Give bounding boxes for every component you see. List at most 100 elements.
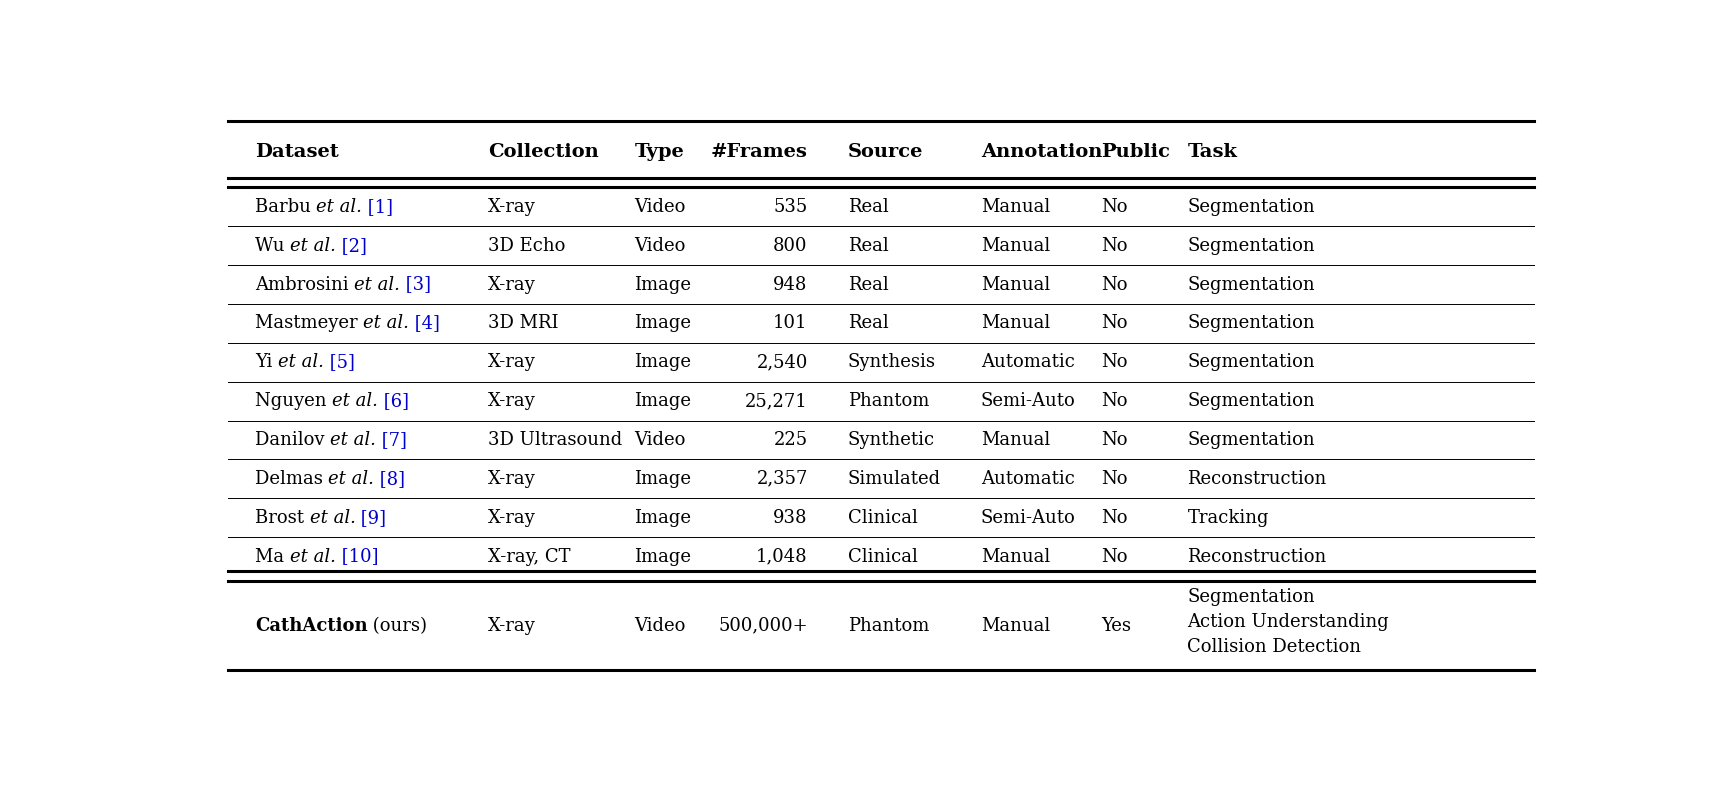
Text: X-ray: X-ray	[488, 198, 536, 215]
Text: No: No	[1100, 353, 1128, 371]
Text: Wu: Wu	[254, 236, 291, 255]
Text: Automatic: Automatic	[982, 470, 1074, 488]
Text: 2,357: 2,357	[756, 470, 808, 488]
Text: X-ray: X-ray	[488, 509, 536, 527]
Text: Mastmeyer: Mastmeyer	[254, 315, 363, 332]
Text: Manual: Manual	[982, 315, 1050, 332]
Text: Image: Image	[634, 470, 691, 488]
Text: Type: Type	[634, 143, 684, 161]
Text: Semi-Auto: Semi-Auto	[982, 392, 1076, 410]
Text: [2]: [2]	[335, 236, 366, 255]
Text: Phantom: Phantom	[847, 617, 928, 634]
Text: Manual: Manual	[982, 548, 1050, 566]
Text: 3D Ultrasound: 3D Ultrasound	[488, 431, 622, 449]
Text: Image: Image	[634, 276, 691, 293]
Text: 500,000+: 500,000+	[719, 617, 808, 634]
Text: Image: Image	[634, 509, 691, 527]
Text: Source: Source	[847, 143, 923, 161]
Text: [3]: [3]	[401, 276, 431, 293]
Text: Clinical: Clinical	[847, 548, 918, 566]
Text: 101: 101	[774, 315, 808, 332]
Text: No: No	[1100, 548, 1128, 566]
Text: No: No	[1100, 198, 1128, 215]
Text: Dataset: Dataset	[254, 143, 339, 161]
Text: Video: Video	[634, 617, 686, 634]
Text: Real: Real	[847, 236, 889, 255]
Text: 3D MRI: 3D MRI	[488, 315, 559, 332]
Text: et al.: et al.	[332, 392, 378, 410]
Text: [6]: [6]	[378, 392, 409, 410]
Text: No: No	[1100, 431, 1128, 449]
Text: 938: 938	[774, 509, 808, 527]
Text: X-ray: X-ray	[488, 617, 536, 634]
Text: Barbu: Barbu	[254, 198, 316, 215]
Text: Semi-Auto: Semi-Auto	[982, 509, 1076, 527]
Text: Danilov: Danilov	[254, 431, 330, 449]
Text: No: No	[1100, 509, 1128, 527]
Text: Delmas: Delmas	[254, 470, 328, 488]
Text: Segmentation: Segmentation	[1188, 431, 1315, 449]
Text: Reconstruction: Reconstruction	[1188, 470, 1327, 488]
Text: Task: Task	[1188, 143, 1238, 161]
Text: Simulated: Simulated	[847, 470, 940, 488]
Text: No: No	[1100, 276, 1128, 293]
Text: Ambrosini: Ambrosini	[254, 276, 354, 293]
Text: No: No	[1100, 392, 1128, 410]
Text: Real: Real	[847, 198, 889, 215]
Text: 3D Echo: 3D Echo	[488, 236, 566, 255]
Text: No: No	[1100, 236, 1128, 255]
Text: et al.: et al.	[330, 431, 376, 449]
Text: Manual: Manual	[982, 617, 1050, 634]
Text: [5]: [5]	[323, 353, 354, 371]
Text: X-ray: X-ray	[488, 470, 536, 488]
Text: Reconstruction: Reconstruction	[1188, 548, 1327, 566]
Text: [1]: [1]	[363, 198, 394, 215]
Text: Video: Video	[634, 236, 686, 255]
Text: Clinical: Clinical	[847, 509, 918, 527]
Text: X-ray: X-ray	[488, 276, 536, 293]
Text: Yi: Yi	[254, 353, 278, 371]
Text: (ours): (ours)	[368, 617, 428, 634]
Text: CathAction: CathAction	[254, 617, 368, 634]
Text: No: No	[1100, 315, 1128, 332]
Text: Synthesis: Synthesis	[847, 353, 935, 371]
Text: Action Understanding: Action Understanding	[1188, 613, 1389, 631]
Text: [8]: [8]	[375, 470, 406, 488]
Text: X-ray: X-ray	[488, 353, 536, 371]
Text: [7]: [7]	[376, 431, 407, 449]
Text: [4]: [4]	[409, 315, 440, 332]
Text: et al.: et al.	[278, 353, 323, 371]
Text: et al.: et al.	[291, 236, 335, 255]
Text: Manual: Manual	[982, 276, 1050, 293]
Text: X-ray: X-ray	[488, 392, 536, 410]
Text: Segmentation: Segmentation	[1188, 315, 1315, 332]
Text: [10]: [10]	[335, 548, 378, 566]
Text: Image: Image	[634, 392, 691, 410]
Text: Video: Video	[634, 198, 686, 215]
Text: Tracking: Tracking	[1188, 509, 1269, 527]
Text: Synthetic: Synthetic	[847, 431, 935, 449]
Text: Manual: Manual	[982, 431, 1050, 449]
Text: 225: 225	[774, 431, 808, 449]
Text: Manual: Manual	[982, 198, 1050, 215]
Text: Image: Image	[634, 353, 691, 371]
Text: Public: Public	[1100, 143, 1171, 161]
Text: Image: Image	[634, 548, 691, 566]
Text: 1,048: 1,048	[756, 548, 808, 566]
Text: 800: 800	[774, 236, 808, 255]
Text: Segmentation: Segmentation	[1188, 392, 1315, 410]
Text: et al.: et al.	[316, 198, 363, 215]
Text: Manual: Manual	[982, 236, 1050, 255]
Text: Segmentation: Segmentation	[1188, 588, 1315, 606]
Text: 25,271: 25,271	[744, 392, 808, 410]
Text: et al.: et al.	[328, 470, 375, 488]
Text: X-ray, CT: X-ray, CT	[488, 548, 571, 566]
Text: Collection: Collection	[488, 143, 598, 161]
Text: et al.: et al.	[309, 509, 356, 527]
Text: Segmentation: Segmentation	[1188, 276, 1315, 293]
Text: Brost: Brost	[254, 509, 309, 527]
Text: Video: Video	[634, 431, 686, 449]
Text: No: No	[1100, 470, 1128, 488]
Text: Segmentation: Segmentation	[1188, 353, 1315, 371]
Text: 2,540: 2,540	[756, 353, 808, 371]
